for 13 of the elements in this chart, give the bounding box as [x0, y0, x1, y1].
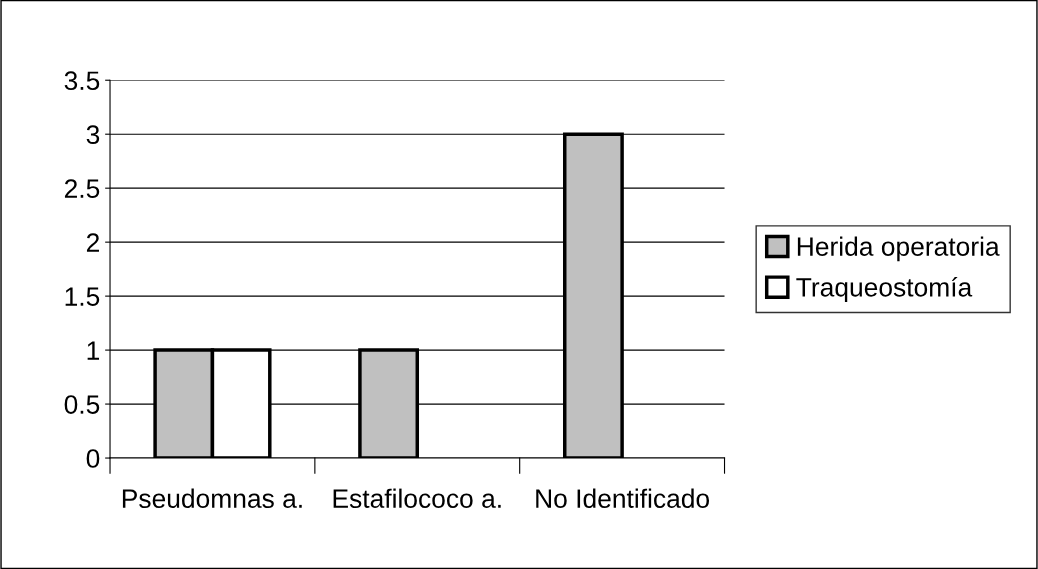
y-tick-label: 0.5 [64, 395, 100, 414]
y-tick-label: 0 [86, 449, 100, 468]
x-tick-label: Pseudomnas a. [122, 488, 302, 508]
y-tick-label: 2 [86, 233, 99, 252]
y-tick-label: 1 [87, 341, 100, 360]
legend-label: Herida operatoria [797, 236, 1000, 262]
y-tick-label: 3 [86, 125, 100, 145]
y-tick-label: 2.5 [64, 179, 100, 198]
x-tick-label: No Identificado [536, 488, 710, 508]
y-tick-label: 1.5 [65, 287, 100, 306]
legend-label: Traqueostomía [796, 276, 973, 302]
x-tick-label: Estafilococo a. [333, 488, 501, 508]
y-tick-label: 3.5 [64, 71, 100, 91]
